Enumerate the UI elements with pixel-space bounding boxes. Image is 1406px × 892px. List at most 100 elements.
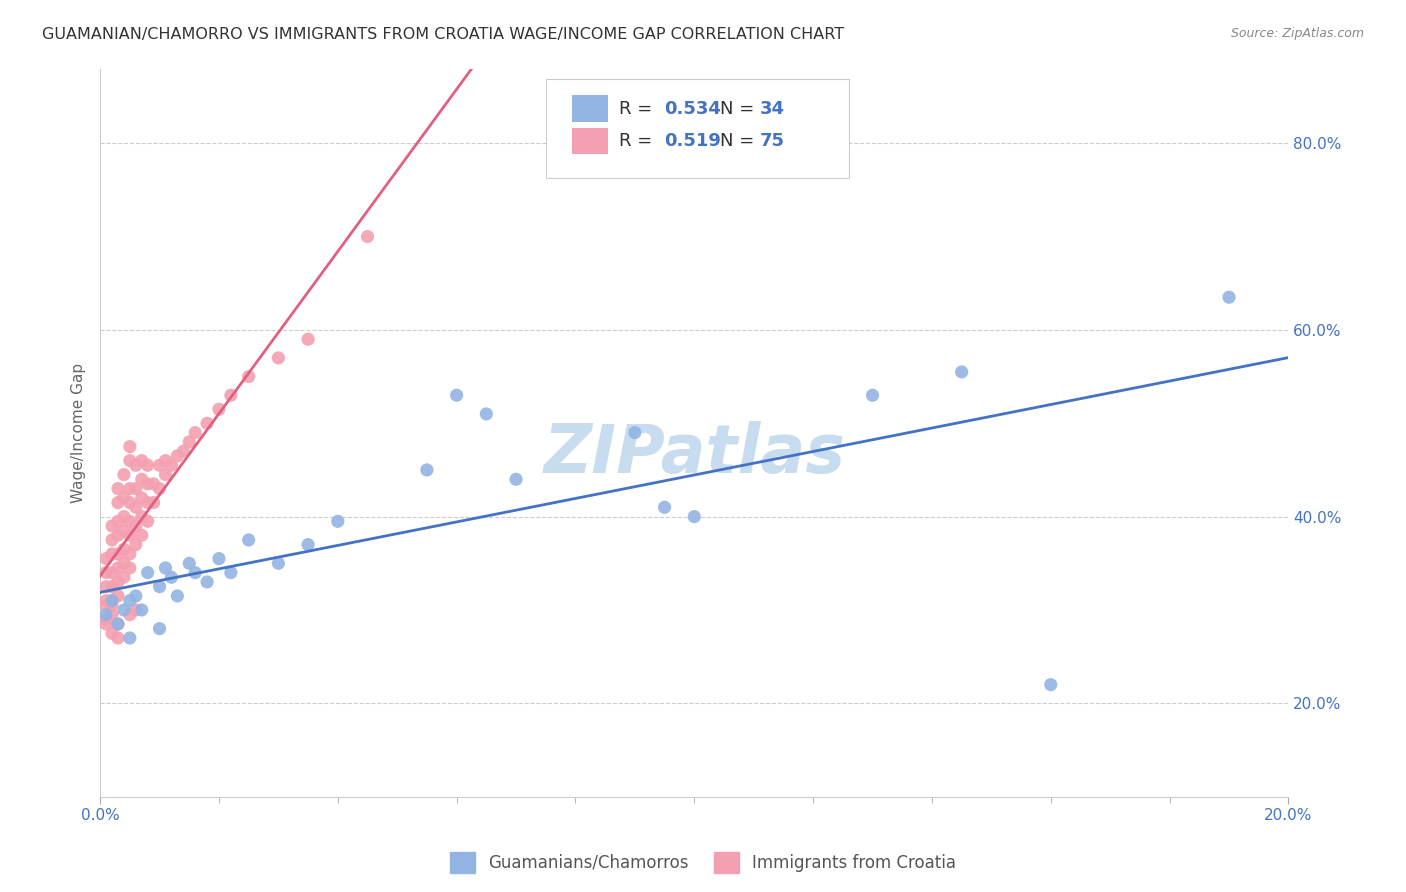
Point [505,472,527,486]
FancyBboxPatch shape [572,128,607,154]
Text: R =: R = [620,100,658,118]
Point [94,551,117,566]
Point [94,612,117,626]
Text: N =: N = [720,100,761,118]
Point [118,547,141,561]
Text: Source: ZipAtlas.com: Source: ZipAtlas.com [1230,27,1364,40]
Point [148,458,170,473]
Text: 0.534: 0.534 [665,100,721,118]
Point [267,556,290,570]
Point [101,593,124,607]
Point [94,599,117,613]
Point [118,453,141,467]
Point [326,514,349,528]
Point [107,514,129,528]
Point [131,603,153,617]
Point [125,482,148,496]
Point [101,533,124,547]
Point [101,626,124,640]
Point [862,388,884,402]
Point [179,556,201,570]
Point [112,542,135,557]
Point [107,528,129,542]
Text: N =: N = [720,132,761,151]
Point [125,500,148,515]
Point [155,453,177,467]
Point [112,491,135,505]
Text: 0.519: 0.519 [665,132,721,151]
Point [118,631,141,645]
FancyBboxPatch shape [572,95,607,121]
Point [118,495,141,509]
Point [112,570,135,584]
Point [101,607,124,622]
Point [148,482,170,496]
FancyBboxPatch shape [546,79,849,178]
Text: R =: R = [620,132,658,151]
Point [112,524,135,538]
Point [184,566,207,580]
Point [94,617,117,632]
Point [1039,678,1062,692]
Point [107,482,129,496]
Point [166,449,188,463]
Point [107,561,129,575]
Point [94,566,117,580]
Point [195,574,218,589]
Point [125,538,148,552]
Point [267,351,290,365]
Point [94,593,117,607]
Point [654,500,676,515]
Point [219,566,242,580]
Point [624,425,647,440]
Point [155,561,177,575]
Point [416,463,439,477]
Point [125,519,148,533]
Point [107,617,129,632]
Point [107,617,129,632]
Point [101,566,124,580]
Point [125,458,148,473]
Legend: Guamanians/Chamorros, Immigrants from Croatia: Guamanians/Chamorros, Immigrants from Cr… [443,846,963,880]
Point [101,580,124,594]
Point [107,495,129,509]
Point [112,603,135,617]
Point [142,477,165,491]
Point [1218,290,1240,304]
Point [297,332,319,346]
Text: GUAMANIAN/CHAMORRO VS IMMIGRANTS FROM CROATIA WAGE/INCOME GAP CORRELATION CHART: GUAMANIAN/CHAMORRO VS IMMIGRANTS FROM CR… [42,27,845,42]
Point [125,589,148,603]
Point [118,482,141,496]
Point [107,547,129,561]
Point [446,388,468,402]
Point [136,477,159,491]
Point [136,566,159,580]
Point [950,365,973,379]
Point [179,434,201,449]
Point [112,467,135,482]
Point [208,402,231,417]
Point [356,229,378,244]
Text: 75: 75 [759,132,785,151]
Point [94,607,117,622]
Point [208,551,231,566]
Point [297,538,319,552]
Point [155,467,177,482]
Point [101,547,124,561]
Point [683,509,706,524]
Point [136,514,159,528]
Point [136,495,159,509]
Point [125,603,148,617]
Point [94,580,117,594]
Point [118,561,141,575]
Point [118,593,141,607]
Point [160,570,183,584]
Y-axis label: Wage/Income Gap: Wage/Income Gap [72,362,86,503]
Point [131,528,153,542]
Point [107,589,129,603]
Point [118,607,141,622]
Point [166,589,188,603]
Point [131,509,153,524]
Text: 34: 34 [759,100,785,118]
Point [238,533,260,547]
